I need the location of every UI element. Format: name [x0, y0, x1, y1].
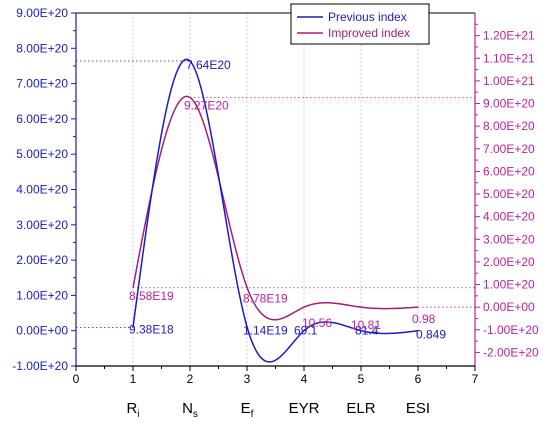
category-label-subscript: i — [137, 409, 139, 420]
y-right-tick-label: 1.20E+21 — [483, 29, 535, 43]
data-label-improved-index: 10.56 — [302, 316, 332, 330]
y-left-tick-label: 6.00E+20 — [16, 112, 68, 126]
y-left-tick-label: 4.00E+20 — [16, 183, 68, 197]
y-right-tick-label: -2.00E+20 — [483, 345, 539, 359]
data-labels: 9.38E18 7.64E20 1.14E19 69.1 81.4 0.849 8.58E1… — [129, 58, 446, 342]
y-right-tick-label: 8.00E+20 — [483, 119, 535, 133]
guide-lines — [76, 13, 475, 366]
y-right-tick-label: 0.00E+00 — [483, 300, 535, 314]
data-label-improved-index: 8.58E19 — [129, 289, 174, 303]
legend-box — [290, 3, 430, 45]
category-label-main: N — [182, 400, 193, 417]
y-right-tick-label: 5.00E+20 — [483, 187, 535, 201]
y-left-tick-label: 8.00E+20 — [16, 41, 68, 55]
series-line-previous-index — [132, 58, 419, 363]
y-left-tick-label: 9.00E+20 — [16, 6, 68, 20]
data-label-previous-index: 0.849 — [416, 328, 446, 342]
legend: Previous index Improved index — [290, 3, 430, 45]
y-left-tick-label: 5.00E+20 — [16, 147, 68, 161]
y-right-tick-label: 9.00E+20 — [483, 97, 535, 111]
category-label-main: EYR — [289, 400, 320, 417]
category-label: Ns — [182, 400, 198, 420]
y-left-tick-label: -1.00E+20 — [12, 359, 68, 373]
x-tick-label: 3 — [244, 372, 251, 386]
y-left-tick-label: 1.00E+20 — [16, 288, 68, 302]
data-label-previous-index: 1.14E19 — [243, 324, 288, 338]
legend-label-previous-index: Previous index — [328, 10, 407, 24]
category-label: ELR — [346, 400, 375, 417]
category-label: ESI — [406, 400, 430, 417]
y-right-tick-label: 7.00E+20 — [483, 142, 535, 156]
category-label-main: ESI — [406, 400, 430, 417]
category-label-main: R — [126, 400, 137, 417]
y-right-tick-label: 1.00E+21 — [483, 74, 535, 88]
category-label: Ef — [241, 400, 254, 420]
y-right-tick-label: 3.00E+20 — [483, 232, 535, 246]
data-label-previous-index: 81.4 — [355, 324, 379, 338]
data-label-improved-index: 9.27E20 — [184, 98, 229, 112]
category-label-main: ELR — [346, 400, 375, 417]
x-tick-label: 2 — [187, 372, 194, 386]
data-label-improved-index: 10.81 — [351, 318, 381, 332]
x-tick-label: 4 — [301, 372, 308, 386]
data-label-previous-index: 69.1 — [294, 324, 318, 338]
category-label: EYR — [289, 400, 320, 417]
y-right-tick-label: 6.00E+20 — [483, 164, 535, 178]
x-tick-label: 6 — [415, 372, 422, 386]
y-right-tick-label: 4.00E+20 — [483, 210, 535, 224]
y-right-tick-label: 1.00E+20 — [483, 278, 535, 292]
y-left-tick-label: 2.00E+20 — [16, 253, 68, 267]
x-tick-label: 0 — [73, 372, 80, 386]
data-label-previous-index: 7.64E20 — [186, 58, 231, 72]
y-left-tick-label: 3.00E+20 — [16, 218, 68, 232]
y-right-tick-label: 2.00E+20 — [483, 255, 535, 269]
data-label-previous-index: 9.38E18 — [129, 322, 174, 336]
data-label-improved-index: 0.98 — [412, 312, 436, 326]
category-label: Ri — [126, 400, 139, 420]
y-left-tick-label: 0.00E+00 — [16, 324, 68, 338]
x-tick-label: 7 — [472, 372, 479, 386]
axes: -1.00E+20 0.00E+00 1.00E+20 2.00E+20 3.00E+2… — [12, 6, 539, 420]
series-line-improved-index — [132, 95, 418, 321]
data-label-improved-index: 8.78E19 — [243, 291, 288, 305]
y-right-tick-label: -1.00E+20 — [483, 323, 539, 337]
category-label-main: E — [241, 400, 251, 417]
legend-label-improved-index: Improved index — [328, 26, 410, 40]
series-layer — [132, 58, 419, 363]
x-tick-label: 5 — [358, 372, 365, 386]
category-label-subscript: s — [193, 409, 198, 420]
x-tick-label: 1 — [130, 372, 137, 386]
category-label-subscript: f — [251, 409, 254, 420]
y-left-tick-label: 7.00E+20 — [16, 77, 68, 91]
y-right-tick-label: 1.10E+21 — [483, 51, 535, 65]
